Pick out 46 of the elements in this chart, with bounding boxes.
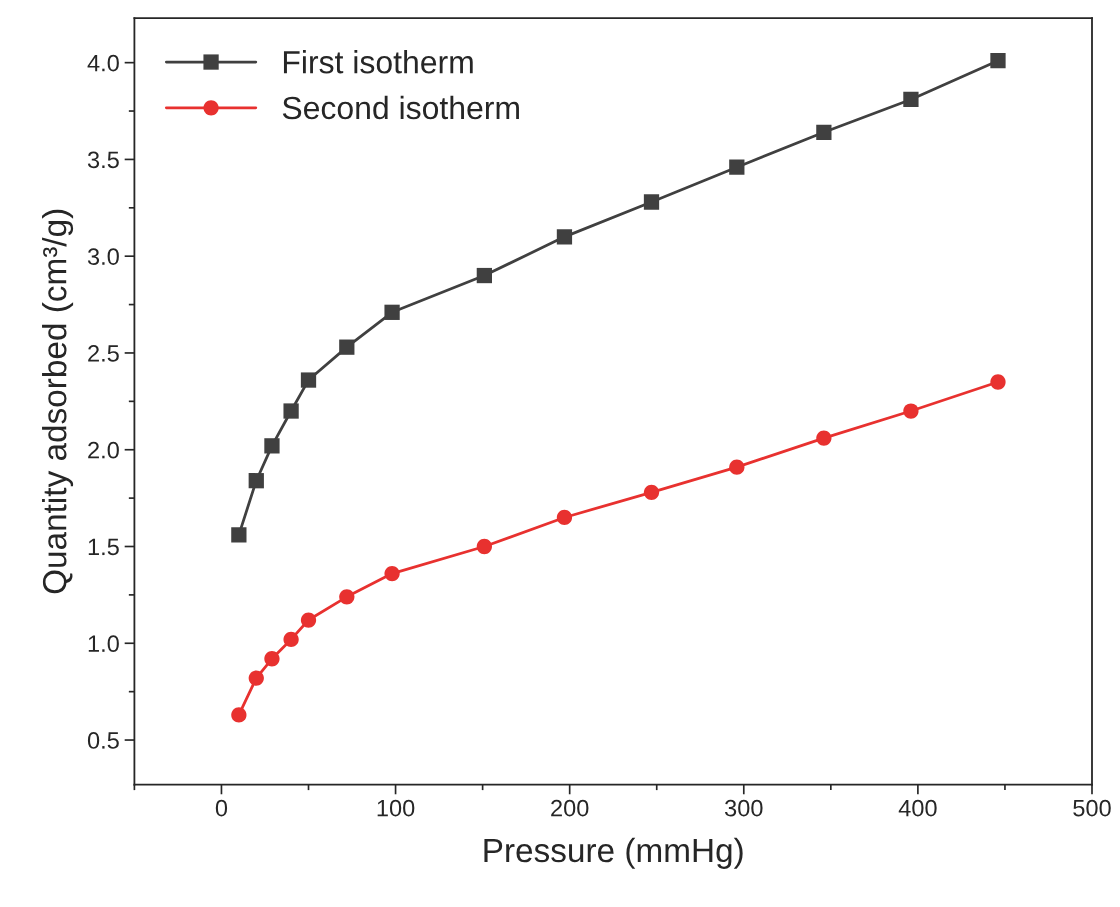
x-tick-label: 400 (898, 799, 937, 817)
point (643, 194, 660, 210)
point (476, 538, 492, 555)
point (231, 527, 247, 543)
legend-label: First isotherm (283, 50, 473, 74)
point (556, 509, 573, 526)
y-tick-label: 4.0 (87, 54, 119, 72)
point (264, 438, 280, 454)
point (729, 459, 745, 475)
point (264, 651, 280, 667)
point (339, 589, 355, 605)
legend-label: Second isotherm (282, 95, 519, 120)
point (903, 403, 919, 419)
y-tick-label: 1.0 (88, 635, 119, 653)
x-tick-label: 300 (724, 799, 763, 817)
point (816, 430, 832, 446)
y-tick-label: 2.0 (88, 441, 119, 459)
point (556, 229, 573, 245)
y-axis-title: Quantity adsorbed (cm³/g) (42, 209, 74, 594)
point (283, 403, 299, 419)
point (248, 670, 264, 686)
point (816, 124, 832, 140)
point (643, 484, 660, 500)
point (903, 91, 919, 108)
y-tick-label: 0.5 (87, 732, 119, 749)
x-axis-title: Pressure (mmHg) (484, 837, 743, 869)
point (476, 267, 492, 284)
x-tick-label: 500 (1073, 799, 1111, 817)
point (990, 53, 1006, 69)
point (283, 631, 299, 648)
x-tick-label: 200 (551, 799, 589, 817)
point (300, 612, 317, 628)
point (384, 304, 400, 320)
x-tick-label: 100 (377, 799, 415, 817)
y-tick-label: 2.5 (88, 345, 119, 362)
y-tick-label: 3.0 (87, 248, 119, 265)
point (990, 374, 1006, 390)
point (339, 339, 355, 355)
point (300, 372, 317, 388)
y-tick-label: 1.5 (88, 538, 119, 556)
point (248, 473, 264, 489)
point (729, 159, 745, 175)
x-tick-label: 0 (215, 799, 228, 817)
y-tick-label: 3.5 (87, 151, 119, 169)
point (384, 565, 400, 582)
point (231, 707, 247, 723)
